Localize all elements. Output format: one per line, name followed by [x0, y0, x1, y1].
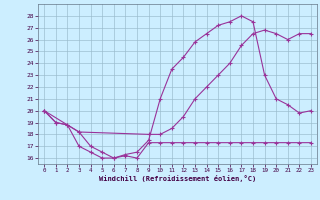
X-axis label: Windchill (Refroidissement éolien,°C): Windchill (Refroidissement éolien,°C): [99, 175, 256, 182]
